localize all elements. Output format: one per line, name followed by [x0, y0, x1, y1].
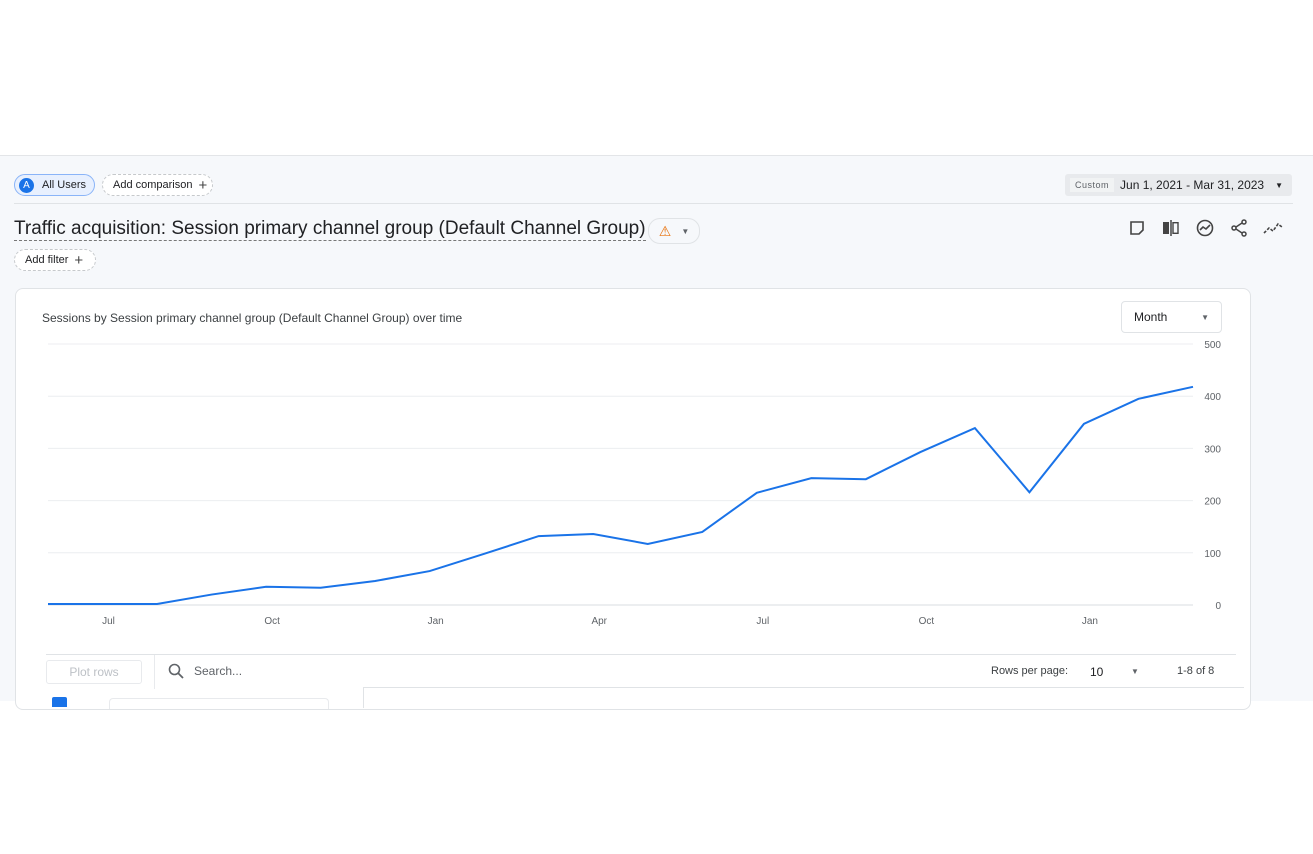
y-tick-label: 100: [1204, 549, 1221, 560]
rows-per-page-select[interactable]: 10: [1090, 665, 1104, 679]
x-tick-label: Jul: [756, 616, 769, 627]
divider: [154, 655, 155, 689]
x-tick-label: Oct: [919, 616, 935, 627]
row-checkbox[interactable]: [52, 697, 67, 707]
add-comparison-label: Add comparison: [113, 179, 193, 191]
x-tick-label: Jan: [428, 616, 444, 627]
analytics-report: A All Users Add comparison + Custom Jun 1…: [0, 155, 1313, 710]
divider: [14, 203, 1293, 204]
plot-rows-button[interactable]: Plot rows: [46, 660, 142, 684]
y-tick-label: 500: [1204, 340, 1221, 351]
chart-card: Sessions by Session primary channel grou…: [15, 288, 1251, 710]
data-quality-warning-button[interactable]: ⚠ ▼: [648, 218, 700, 244]
date-range-picker[interactable]: Custom Jun 1, 2021 - Mar 31, 2023 ▼: [1065, 174, 1292, 196]
pagination-range: 1-8 of 8: [1177, 665, 1215, 677]
caret-down-icon: ▼: [1275, 180, 1283, 190]
chart-title: Sessions by Session primary channel grou…: [42, 311, 463, 325]
date-preset: Custom: [1070, 178, 1115, 192]
table-toolbar: Plot rows Search... Rows per page: 10 ▼ …: [46, 654, 1236, 691]
y-tick-label: 200: [1204, 497, 1221, 508]
y-tick-label: 400: [1204, 392, 1221, 403]
segment-label: All Users: [42, 179, 87, 191]
warning-icon: ⚠: [658, 222, 672, 239]
segment-avatar: A: [19, 177, 34, 193]
dimension-header[interactable]: [109, 698, 329, 709]
y-tick-label: 300: [1204, 444, 1221, 455]
report-toolbar: [1127, 218, 1283, 238]
report-title[interactable]: Traffic acquisition: Session primary cha…: [14, 218, 646, 241]
search-icon: [168, 663, 184, 679]
plus-icon: +: [198, 176, 208, 194]
caret-down-icon: ▼: [681, 226, 690, 236]
rows-per-page-label: Rows per page:: [991, 665, 1069, 677]
plus-icon: +: [74, 251, 84, 269]
date-range-value: Jun 1, 2021 - Mar 31, 2023: [1120, 178, 1265, 192]
insights-icon[interactable]: [1195, 218, 1215, 238]
compare-icon[interactable]: [1161, 218, 1181, 238]
x-tick-label: Apr: [591, 616, 607, 627]
add-filter-label: Add filter: [25, 254, 69, 266]
share-icon[interactable]: [1229, 218, 1249, 238]
y-tick-label: 0: [1215, 601, 1221, 612]
series-line: [48, 385, 1194, 605]
add-filter-button[interactable]: Add filter +: [14, 249, 96, 271]
notes-icon[interactable]: [1127, 218, 1147, 238]
caret-down-icon: ▼: [1201, 312, 1209, 322]
granularity-value: Month: [1134, 310, 1168, 324]
granularity-select[interactable]: Month ▼: [1121, 301, 1222, 333]
add-comparison-button[interactable]: Add comparison +: [102, 174, 213, 196]
x-tick-label: Jan: [1082, 616, 1098, 627]
trend-icon[interactable]: [1263, 218, 1283, 238]
x-tick-label: Oct: [264, 616, 280, 627]
segment-chip-all-users[interactable]: A All Users: [14, 174, 95, 196]
x-tick-label: Jul: [102, 616, 115, 627]
table-search[interactable]: Search...: [168, 663, 242, 679]
caret-down-icon[interactable]: ▼: [1131, 667, 1139, 676]
line-chart: 0 100 200 300 400 500 Jul Oct Jan Apr Jul Oct Jan: [47, 340, 1221, 627]
table-header: [363, 687, 1244, 708]
search-input[interactable]: Search...: [194, 664, 243, 678]
